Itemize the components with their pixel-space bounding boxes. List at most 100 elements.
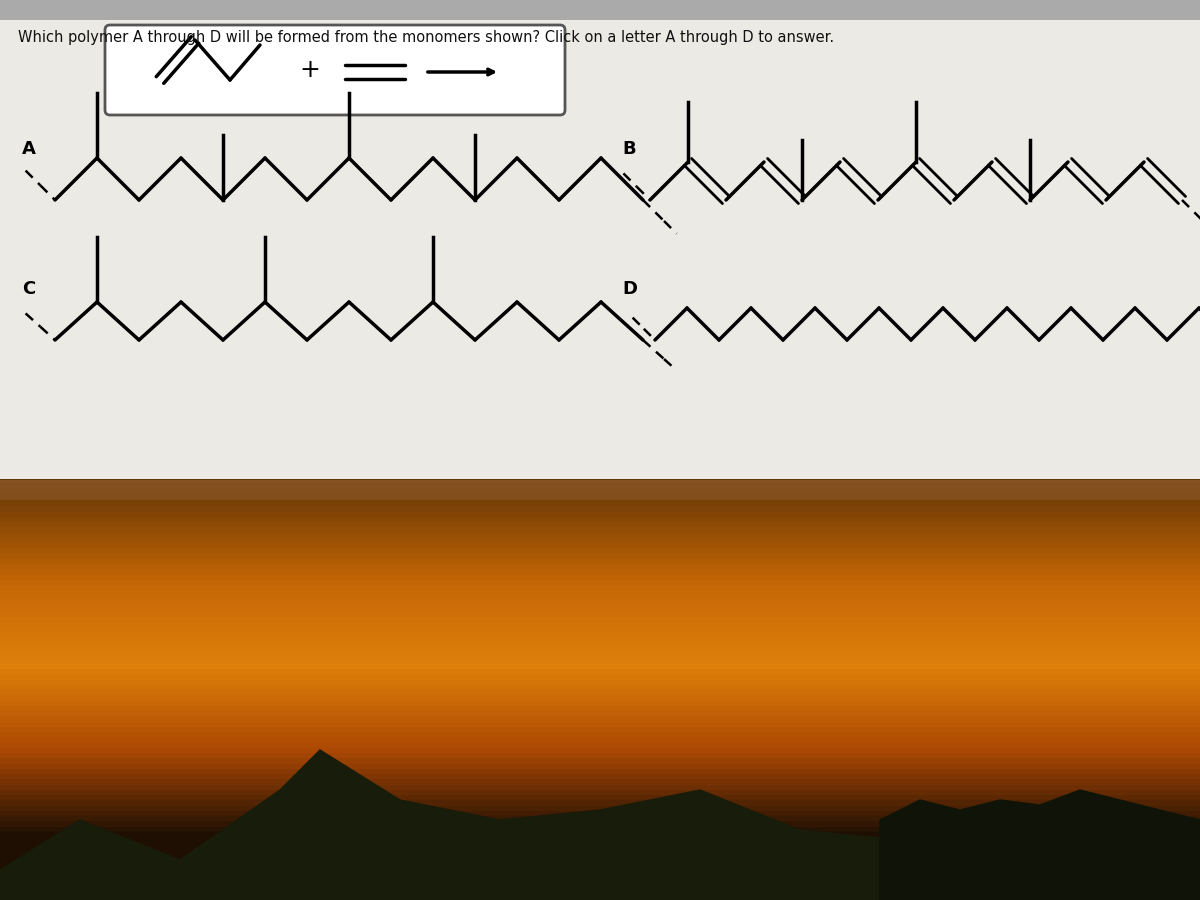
- Bar: [0, 684, 1200, 690]
- Bar: [0, 484, 1200, 486]
- Bar: [0, 679, 1200, 685]
- Bar: [0, 794, 1200, 800]
- Bar: [0, 490, 1200, 491]
- Bar: [0, 778, 1200, 785]
- Bar: [0, 505, 1200, 511]
- FancyBboxPatch shape: [106, 25, 565, 115]
- Bar: [0, 752, 1200, 758]
- Bar: [0, 500, 1200, 506]
- Bar: [0, 482, 1200, 483]
- Bar: [0, 621, 1200, 627]
- Bar: [0, 757, 1200, 763]
- Bar: [0, 694, 1200, 700]
- Bar: [0, 542, 1200, 548]
- Text: Which polymer A through D will be formed from the monomers shown? Click on a let: Which polymer A through D will be formed…: [18, 30, 834, 45]
- Bar: [0, 483, 1200, 485]
- Bar: [0, 496, 1200, 497]
- Bar: [0, 847, 1200, 853]
- Bar: [0, 784, 1200, 790]
- Bar: [0, 862, 1200, 868]
- Text: +: +: [300, 58, 320, 82]
- Bar: [0, 493, 1200, 495]
- Bar: [0, 547, 1200, 553]
- Bar: [0, 836, 1200, 842]
- Bar: [0, 590, 1200, 596]
- Bar: [0, 710, 1200, 716]
- Bar: [0, 0, 1200, 20]
- Bar: [0, 568, 1200, 574]
- Bar: [0, 499, 1200, 500]
- Bar: [0, 799, 1200, 806]
- Bar: [0, 626, 1200, 632]
- Bar: [0, 731, 1200, 737]
- Bar: [0, 584, 1200, 590]
- Bar: [0, 768, 1200, 774]
- Bar: [0, 558, 1200, 564]
- Bar: [0, 747, 1200, 753]
- Bar: [0, 573, 1200, 580]
- Bar: [0, 658, 1200, 664]
- Polygon shape: [880, 790, 1200, 900]
- Bar: [0, 498, 1200, 499]
- Bar: [0, 494, 1200, 496]
- Bar: [0, 716, 1200, 722]
- Bar: [0, 491, 1200, 493]
- Bar: [0, 510, 1200, 517]
- Bar: [0, 616, 1200, 622]
- Bar: [0, 595, 1200, 601]
- Bar: [0, 482, 1200, 484]
- Bar: [0, 647, 1200, 653]
- Bar: [0, 810, 1200, 816]
- Bar: [0, 842, 1200, 848]
- Bar: [0, 888, 1200, 895]
- Text: C: C: [22, 280, 35, 298]
- Bar: [0, 526, 1200, 533]
- Bar: [0, 883, 1200, 889]
- Bar: [0, 599, 1200, 606]
- Bar: [0, 497, 1200, 498]
- Bar: [0, 788, 1200, 795]
- Bar: [0, 553, 1200, 559]
- Bar: [0, 762, 1200, 769]
- Bar: [0, 481, 1200, 482]
- Bar: [0, 725, 1200, 732]
- Bar: [0, 894, 1200, 900]
- Text: D: D: [622, 280, 637, 298]
- Bar: [0, 631, 1200, 637]
- Bar: [0, 705, 1200, 711]
- Bar: [0, 805, 1200, 811]
- Bar: [0, 873, 1200, 879]
- Bar: [0, 605, 1200, 611]
- Bar: [0, 479, 1200, 485]
- Bar: [0, 516, 1200, 522]
- Bar: [0, 721, 1200, 727]
- Bar: [0, 490, 1200, 496]
- Bar: [0, 699, 1200, 706]
- Bar: [0, 673, 1200, 680]
- Bar: [0, 668, 1200, 674]
- Bar: [0, 878, 1200, 884]
- Bar: [0, 480, 1200, 481]
- Bar: [0, 851, 1200, 858]
- Bar: [0, 610, 1200, 616]
- Bar: [0, 487, 1200, 488]
- Text: A: A: [22, 140, 36, 158]
- Bar: [0, 485, 1200, 487]
- Bar: [0, 868, 1200, 874]
- Bar: [0, 488, 1200, 489]
- Bar: [0, 820, 1200, 826]
- Bar: [0, 831, 1200, 837]
- Bar: [0, 579, 1200, 585]
- Bar: [0, 492, 1200, 494]
- Bar: [0, 662, 1200, 669]
- Bar: [0, 484, 1200, 491]
- Bar: [0, 815, 1200, 821]
- Bar: [0, 0, 1200, 480]
- Bar: [0, 825, 1200, 832]
- Bar: [0, 736, 1200, 742]
- Bar: [0, 652, 1200, 659]
- Bar: [0, 642, 1200, 648]
- Bar: [0, 857, 1200, 863]
- Bar: [0, 521, 1200, 527]
- Bar: [0, 689, 1200, 695]
